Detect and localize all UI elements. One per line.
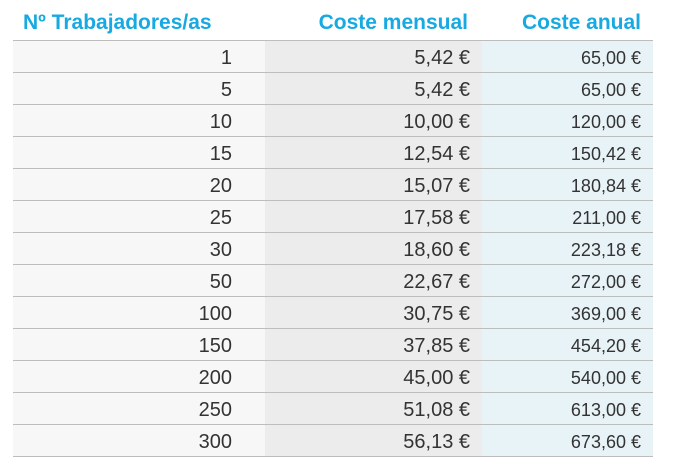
table-row: 1 5,42 € 65,00 € — [13, 40, 653, 72]
table-row: 150 37,85 € 454,20 € — [13, 328, 653, 360]
workers-cell: 200 — [13, 361, 265, 392]
table-row: 20 15,07 € 180,84 € — [13, 168, 653, 200]
header-workers: Nº Trabajadores/as — [23, 11, 212, 34]
monthly-cost-cell: 12,54 € — [265, 137, 482, 168]
annual-cost-cell: 673,60 € — [482, 425, 653, 456]
monthly-cost-cell: 45,00 € — [265, 361, 482, 392]
workers-cell: 100 — [13, 297, 265, 328]
monthly-cost-cell: 51,08 € — [265, 393, 482, 424]
monthly-cost-cell: 37,85 € — [265, 329, 482, 360]
annual-cost-cell: 180,84 € — [482, 169, 653, 200]
annual-cost-cell: 120,00 € — [482, 105, 653, 136]
workers-cell: 5 — [13, 73, 265, 104]
annual-cost-cell: 65,00 € — [482, 41, 653, 72]
monthly-cost-cell: 17,58 € — [265, 201, 482, 232]
header-monthly-cost: Coste mensual — [318, 11, 468, 34]
monthly-cost-cell: 15,07 € — [265, 169, 482, 200]
pricing-table: Nº Trabajadores/as Coste mensual Coste a… — [13, 0, 653, 457]
table-row: 10 10,00 € 120,00 € — [13, 104, 653, 136]
workers-cell: 150 — [13, 329, 265, 360]
table-row: 15 12,54 € 150,42 € — [13, 136, 653, 168]
workers-cell: 10 — [13, 105, 265, 136]
table-row: 5 5,42 € 65,00 € — [13, 72, 653, 104]
annual-cost-cell: 150,42 € — [482, 137, 653, 168]
workers-cell: 20 — [13, 169, 265, 200]
annual-cost-cell: 540,00 € — [482, 361, 653, 392]
annual-cost-cell: 211,00 € — [482, 201, 653, 232]
table-row: 25 17,58 € 211,00 € — [13, 200, 653, 232]
workers-cell: 30 — [13, 233, 265, 264]
monthly-cost-cell: 18,60 € — [265, 233, 482, 264]
monthly-cost-cell: 10,00 € — [265, 105, 482, 136]
table-row: 300 56,13 € 673,60 € — [13, 424, 653, 457]
monthly-cost-cell: 56,13 € — [265, 425, 482, 456]
annual-cost-cell: 613,00 € — [482, 393, 653, 424]
workers-cell: 50 — [13, 265, 265, 296]
table-header: Nº Trabajadores/as Coste mensual Coste a… — [13, 0, 653, 40]
annual-cost-cell: 454,20 € — [482, 329, 653, 360]
table-row: 250 51,08 € 613,00 € — [13, 392, 653, 424]
header-annual-cost: Coste anual — [521, 11, 641, 34]
workers-cell: 15 — [13, 137, 265, 168]
monthly-cost-cell: 5,42 € — [265, 41, 482, 72]
table-row: 30 18,60 € 223,18 € — [13, 232, 653, 264]
workers-cell: 1 — [13, 41, 265, 72]
table-row: 50 22,67 € 272,00 € — [13, 264, 653, 296]
annual-cost-cell: 65,00 € — [482, 73, 653, 104]
monthly-cost-cell: 30,75 € — [265, 297, 482, 328]
workers-cell: 25 — [13, 201, 265, 232]
annual-cost-cell: 223,18 € — [482, 233, 653, 264]
annual-cost-cell: 369,00 € — [482, 297, 653, 328]
monthly-cost-cell: 5,42 € — [265, 73, 482, 104]
table-row: 100 30,75 € 369,00 € — [13, 296, 653, 328]
workers-cell: 250 — [13, 393, 265, 424]
monthly-cost-cell: 22,67 € — [265, 265, 482, 296]
annual-cost-cell: 272,00 € — [482, 265, 653, 296]
workers-cell: 300 — [13, 425, 265, 456]
table-row: 200 45,00 € 540,00 € — [13, 360, 653, 392]
